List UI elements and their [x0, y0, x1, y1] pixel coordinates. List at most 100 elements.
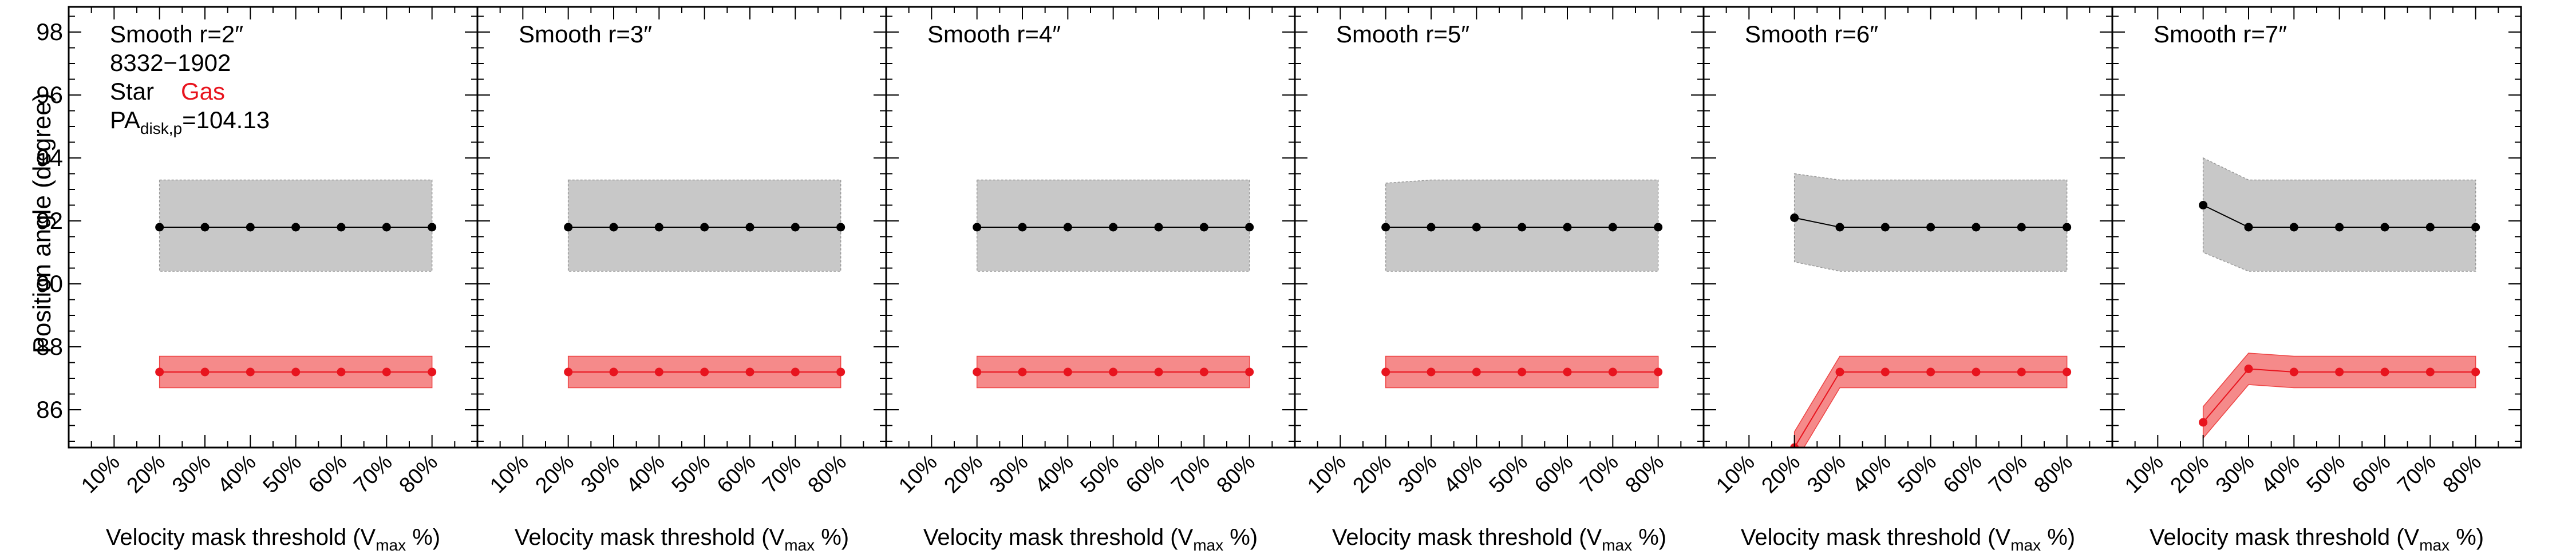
- x-tick-label: 80%: [804, 450, 851, 498]
- x-axis-label-main: Velocity mask threshold (V: [106, 525, 376, 550]
- panel-title: Smooth r=6″: [1745, 21, 1878, 48]
- star-point: [1926, 223, 1935, 232]
- gas-point: [1472, 367, 1481, 377]
- x-tick-label: 20%: [1349, 450, 1396, 498]
- gas-point: [609, 367, 618, 377]
- star-point: [337, 223, 346, 232]
- gas-point: [2380, 367, 2389, 377]
- x-axis-label-sub: max: [376, 536, 406, 554]
- star-point: [654, 223, 663, 232]
- x-axis-label: Velocity mask threshold (Vmax %): [2150, 525, 2484, 554]
- pa-disk-value: PAdisk,p=104.13: [110, 106, 270, 137]
- x-tick-label: 10%: [1712, 450, 1759, 498]
- x-tick-label: 50%: [1894, 450, 1941, 498]
- gas-point: [155, 367, 164, 377]
- panel-2: 10%20%30%40%50%60%70%80% Velocity mask th…: [476, 6, 887, 554]
- x-tick-label: 50%: [1076, 450, 1124, 498]
- star-point: [246, 223, 255, 232]
- star-point: [1427, 223, 1436, 232]
- star-point: [2425, 223, 2435, 232]
- y-tick-label: 96: [36, 81, 63, 108]
- star-point: [1790, 213, 1799, 222]
- star-point: [1971, 223, 1981, 232]
- gas-point: [791, 367, 800, 377]
- y-tick-label: 90: [36, 270, 63, 297]
- panel-title: Smooth r=2″: [110, 21, 243, 48]
- panel-title: Smooth r=5″: [1336, 21, 1469, 48]
- x-tick-label: 70%: [1167, 450, 1214, 498]
- gas-error-band: [2202, 353, 2476, 440]
- x-tick-label: 60%: [1939, 450, 1986, 498]
- gas-point: [1427, 367, 1436, 377]
- gas-point: [428, 367, 437, 377]
- x-axis-label-sub: max: [1602, 536, 1632, 554]
- gas-point: [1518, 367, 1527, 377]
- x-tick-label: 30%: [576, 450, 624, 498]
- x-tick-label: 30%: [1394, 450, 1441, 498]
- x-tick-label: 70%: [1575, 450, 1623, 498]
- star-point: [1608, 223, 1617, 232]
- panel-title: Smooth r=4″: [927, 21, 1061, 48]
- star-point: [1518, 223, 1527, 232]
- x-tick-label: 60%: [713, 450, 760, 498]
- x-axis-label-tail: %): [1223, 525, 1258, 550]
- gas-point: [2425, 367, 2435, 377]
- panels: 8688909294969810%20%30%40%50%60%70%80%Ve…: [36, 6, 2522, 554]
- x-tick-label: 60%: [2348, 450, 2395, 498]
- x-axis-label: Velocity mask threshold (Vmax %): [1741, 525, 2075, 554]
- star-point: [1880, 223, 1890, 232]
- plot-area: [2199, 157, 2480, 440]
- gas-point: [246, 367, 255, 377]
- star-point: [2244, 223, 2253, 232]
- x-tick-label: 50%: [667, 450, 715, 498]
- gas-point: [2199, 418, 2208, 427]
- gas-point: [1880, 367, 1890, 377]
- x-tick-label: 70%: [2393, 450, 2440, 498]
- x-tick-label: 30%: [985, 450, 1033, 498]
- gas-point: [2289, 367, 2298, 377]
- x-axis-label-main: Velocity mask threshold (V: [2150, 525, 2420, 550]
- x-axis-label-tail: %): [2041, 525, 2075, 550]
- x-axis-label-sub: max: [2010, 536, 2041, 554]
- gas-point: [1018, 367, 1027, 377]
- star-point: [700, 223, 709, 232]
- gas-point: [1245, 367, 1254, 377]
- x-axis-label-sub: max: [1193, 536, 1223, 554]
- star-point: [2063, 223, 2072, 232]
- star-point: [1654, 223, 1663, 232]
- x-tick-label: 20%: [1757, 450, 1805, 498]
- gas-point: [1063, 367, 1072, 377]
- gas-point: [1154, 367, 1163, 377]
- x-tick-label: 50%: [2302, 450, 2350, 498]
- gas-point: [2017, 367, 2026, 377]
- x-axis-label-tail: %): [406, 525, 440, 550]
- gas-point: [654, 367, 663, 377]
- x-tick-label: 20%: [2166, 450, 2214, 498]
- panel-title: Smooth r=7″: [2154, 21, 2287, 48]
- gas-point: [1381, 367, 1390, 377]
- x-tick-label: 10%: [77, 450, 124, 498]
- y-tick-label: 86: [36, 396, 63, 423]
- star-point: [973, 223, 982, 232]
- x-axis-label-main: Velocity mask threshold (V: [515, 525, 785, 550]
- star-point: [836, 223, 846, 232]
- x-tick-label: 30%: [1803, 450, 1850, 498]
- legend-star: Star: [110, 78, 154, 105]
- star-point: [1245, 223, 1254, 232]
- plot-area: [1381, 179, 1663, 389]
- gas-point: [564, 367, 573, 377]
- star-point: [2471, 223, 2480, 232]
- gas-point: [1199, 367, 1208, 377]
- gas-point: [1109, 367, 1118, 377]
- x-axis-label-tail: %): [1632, 525, 1666, 550]
- x-tick-label: 80%: [1212, 450, 1260, 498]
- x-tick-label: 40%: [1439, 450, 1487, 498]
- y-tick-label: 92: [36, 207, 63, 234]
- x-axis-label-sub: max: [2419, 536, 2449, 554]
- panel-5: 10%20%30%40%50%60%70%80% Velocity mask th…: [1702, 6, 2113, 554]
- star-point: [564, 223, 573, 232]
- y-tick-label: 94: [36, 144, 63, 171]
- star-point: [155, 223, 164, 232]
- x-tick-label: 60%: [1530, 450, 1578, 498]
- star-point: [291, 223, 301, 232]
